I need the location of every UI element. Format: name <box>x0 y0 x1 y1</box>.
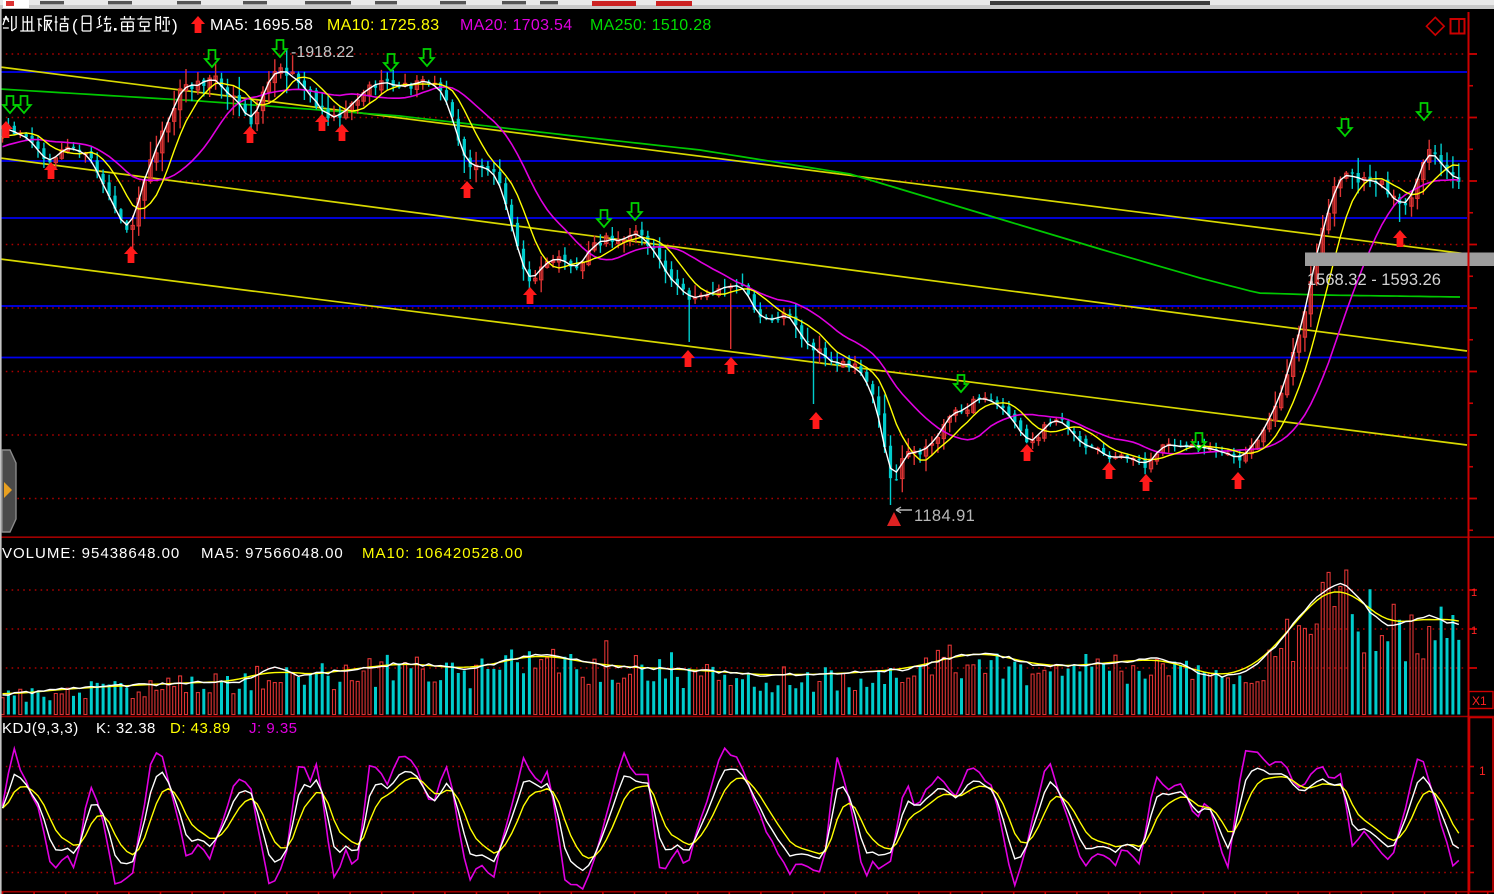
svg-text:KDJ(9,3,3): KDJ(9,3,3) <box>2 720 79 737</box>
svg-text:1: 1 <box>1479 764 1486 778</box>
svg-text:MA5: 1695.58: MA5: 1695.58 <box>210 17 313 34</box>
svg-text:1: 1 <box>1471 587 1477 599</box>
svg-text:1184.91: 1184.91 <box>914 507 975 525</box>
svg-text:1568.32 - 1593.26: 1568.32 - 1593.26 <box>1307 271 1441 289</box>
svg-text:1: 1 <box>1471 625 1477 637</box>
svg-text:MA10: 106420528.00: MA10: 106420528.00 <box>362 545 523 562</box>
svg-text:): ) <box>172 16 178 35</box>
svg-text:J: 9.35: J: 9.35 <box>249 720 298 737</box>
svg-text:(: ( <box>72 16 78 35</box>
svg-text:MA10: 1725.83: MA10: 1725.83 <box>327 17 439 34</box>
svg-text:-1918.22: -1918.22 <box>291 44 354 61</box>
svg-text:X1: X1 <box>1472 694 1487 708</box>
svg-text:K: 32.38: K: 32.38 <box>96 720 156 737</box>
svg-text:D: 43.89: D: 43.89 <box>170 720 231 737</box>
svg-text:VOLUME: 95438648.00: VOLUME: 95438648.00 <box>2 545 180 562</box>
svg-text:MA250: 1510.28: MA250: 1510.28 <box>590 17 712 34</box>
svg-text:MA20: 1703.54: MA20: 1703.54 <box>460 17 572 34</box>
svg-text:MA5: 97566048.00: MA5: 97566048.00 <box>201 545 344 562</box>
